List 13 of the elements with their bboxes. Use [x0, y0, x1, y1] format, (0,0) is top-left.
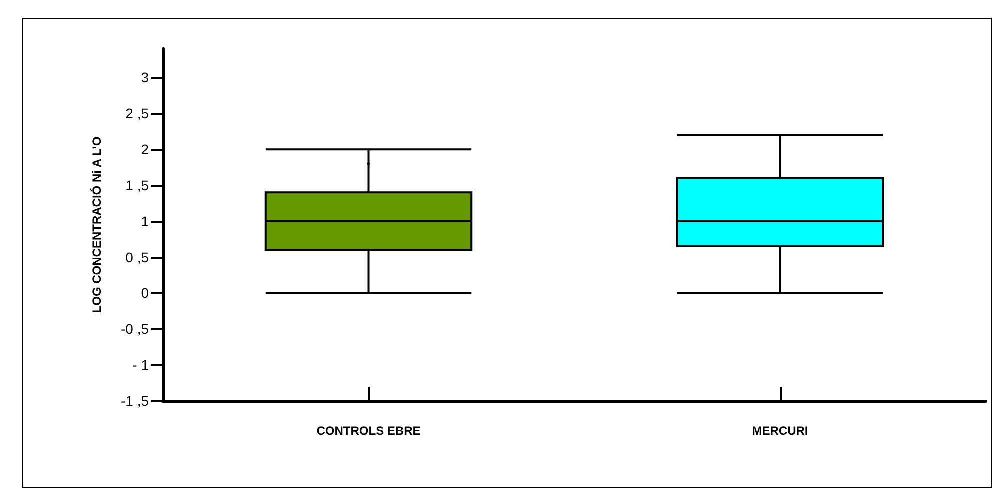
y-tick-label: 0	[141, 285, 150, 302]
y-tick-label: 1 ,5	[126, 177, 150, 194]
y-tick-label: 2	[141, 142, 150, 158]
y-tick-label: 2 ,5	[126, 106, 150, 122]
y-tick-label: 1	[141, 213, 150, 230]
y-tick-label: 3	[141, 70, 150, 86]
y-tick-label: - 1	[132, 357, 150, 374]
y-tick-label: 0 ,5	[126, 249, 150, 266]
y-tick-label: -1 ,5	[120, 393, 150, 409]
y-axis-title: LOG CONCENTRACIÓ Ni A L’O	[90, 136, 104, 314]
y-tick-label: -0 ,5	[120, 321, 150, 338]
x-tick-label: MERCURI	[752, 424, 808, 438]
x-tick-label: CONTROLS EBRE	[316, 424, 421, 438]
